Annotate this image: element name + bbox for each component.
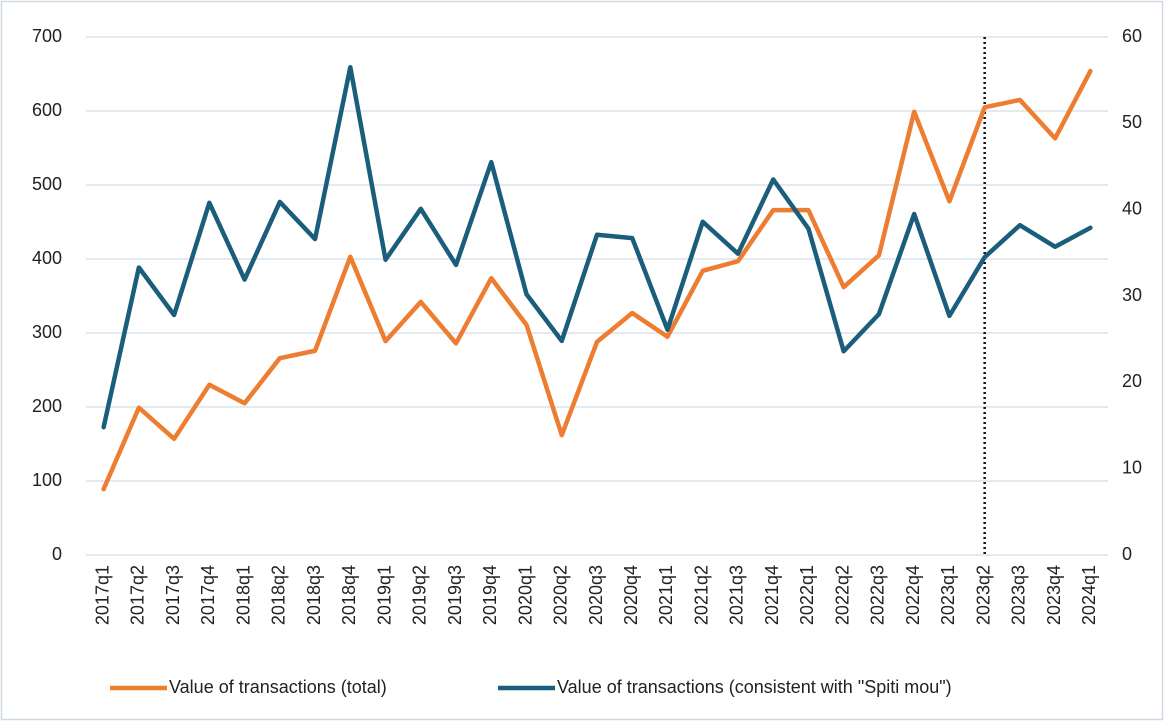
x-tick-label: 2022q1 [797, 565, 817, 625]
y-tick-label: 200 [32, 396, 62, 416]
series-line [101, 68, 1093, 492]
x-tick-label: 2022q3 [868, 565, 888, 625]
x-tick-label: 2021q2 [691, 565, 711, 625]
x-tick-label: 2018q4 [339, 565, 359, 625]
x-tick-label: 2023q2 [973, 565, 993, 625]
y2-tick-label: 60 [1122, 26, 1142, 46]
y2-tick-label: 50 [1122, 112, 1142, 132]
x-tick-label: 2019q3 [445, 565, 465, 625]
x-tick-label: 2017q4 [198, 565, 218, 625]
x-tick-label: 2019q2 [410, 565, 430, 625]
x-tick-label: 2020q2 [551, 565, 571, 625]
x-tick-label: 2018q3 [304, 565, 324, 625]
x-tick-label: 2024q1 [1079, 565, 1099, 625]
y-tick-label: 0 [52, 544, 62, 564]
x-tick-label: 2018q1 [233, 565, 253, 625]
y2-tick-label: 10 [1122, 457, 1142, 477]
x-tick-label: 2022q2 [832, 565, 852, 625]
x-tick-label: 2017q2 [128, 565, 148, 625]
x-tick-label: 2020q3 [586, 565, 606, 625]
legend-label: Value of transactions (total) [169, 677, 387, 697]
y2-tick-label: 0 [1122, 544, 1132, 564]
x-tick-label: 2019q1 [374, 565, 394, 625]
x-tick-label: 2017q1 [92, 565, 112, 625]
y2-tick-label: 20 [1122, 371, 1142, 391]
x-tick-label: 2020q1 [515, 565, 535, 625]
y2-tick-label: 30 [1122, 285, 1142, 305]
y-tick-label: 300 [32, 322, 62, 342]
x-tick-label: 2023q4 [1044, 565, 1064, 625]
y-tick-label: 500 [32, 174, 62, 194]
y-tick-label: 600 [32, 100, 62, 120]
y-tick-label: 100 [32, 470, 62, 490]
y2-tick-label: 40 [1122, 198, 1142, 218]
x-tick-label: 2019q4 [480, 565, 500, 625]
x-tick-label: 2021q4 [762, 565, 782, 625]
x-tick-label: 2018q2 [269, 565, 289, 625]
x-tick-label: 2023q1 [938, 565, 958, 625]
x-tick-label: 2021q3 [727, 565, 747, 625]
x-tick-label: 2023q3 [1009, 565, 1029, 625]
legend-label: Value of transactions (consistent with "… [557, 677, 952, 697]
x-tick-label: 2020q4 [621, 565, 641, 625]
x-tick-label: 2021q1 [656, 565, 676, 625]
y-tick-label: 400 [32, 248, 62, 268]
x-tick-label: 2022q4 [903, 565, 923, 625]
x-tick-label: 2017q3 [163, 565, 183, 625]
series-line [101, 64, 1093, 430]
y-tick-label: 700 [32, 26, 62, 46]
